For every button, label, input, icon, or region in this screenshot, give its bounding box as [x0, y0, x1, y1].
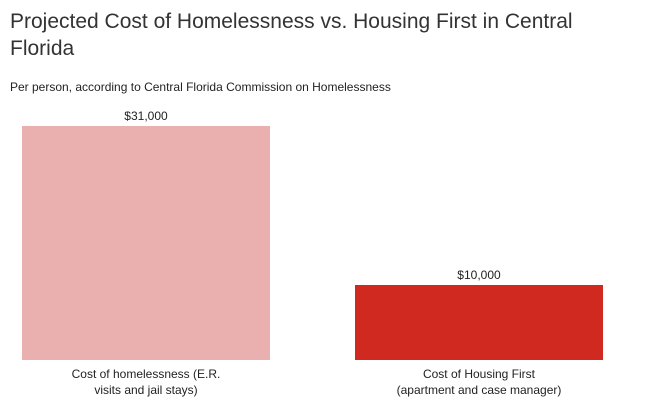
chart-title: Projected Cost of Homelessness vs. Housi…: [10, 10, 573, 60]
bar: [355, 284, 603, 360]
bar: [22, 126, 270, 360]
value-label: $10,000: [457, 267, 501, 282]
x-tick-label: Cost of homelessness (E.R. visits and ja…: [71, 367, 221, 397]
chart-subtitle: Per person, according to Central Florida…: [10, 80, 391, 94]
value-label: $31,000: [124, 109, 168, 123]
x-tick-label: Cost of Housing First (apartment and cas…: [396, 367, 562, 397]
